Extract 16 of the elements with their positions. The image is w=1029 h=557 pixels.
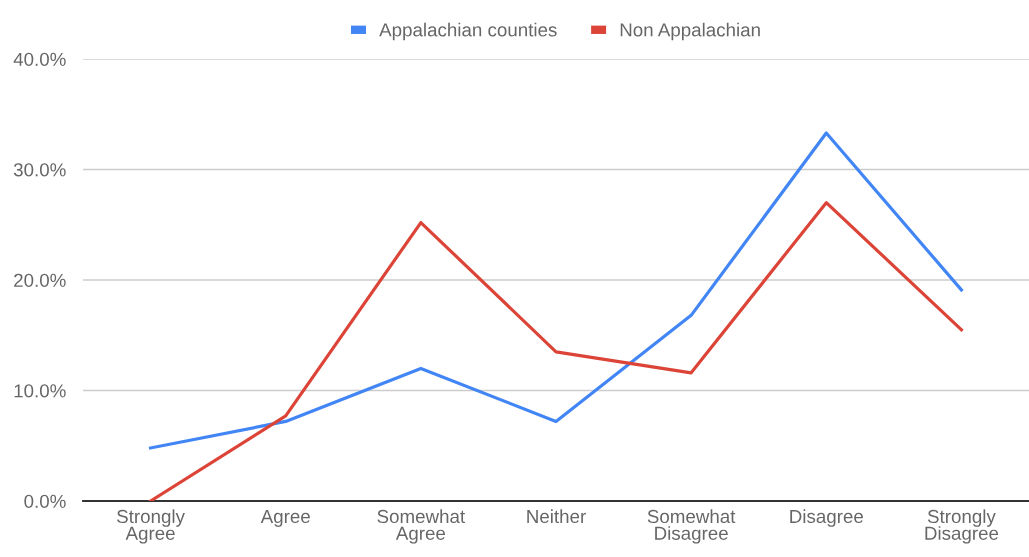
- x-tick-label: Agree: [260, 510, 310, 527]
- y-tick-label: 30.0%: [13, 163, 66, 177]
- x-tick-label: Disagree: [790, 509, 863, 527]
- y-tick-label: 0.0%: [24, 494, 66, 508]
- legend-label: Appalachian counties: [379, 22, 557, 41]
- line-series: [148, 131, 964, 450]
- line-series: [148, 201, 964, 501]
- x-tick-label: Strongly Disagree: [925, 509, 999, 544]
- x-tick-label: Somewhat Disagree: [647, 509, 736, 544]
- y-tick-label: 40.0%: [13, 52, 66, 66]
- legend-label: Non Appalachian: [620, 22, 760, 41]
- x-tick-label: Neither: [527, 509, 586, 524]
- x-tick-label: Strongly Agree: [117, 509, 185, 544]
- y-tick-label: 20.0%: [14, 273, 66, 287]
- x-tick-label: Somewhat Agree: [377, 509, 466, 544]
- y-tick-label: 10.0%: [14, 384, 66, 398]
